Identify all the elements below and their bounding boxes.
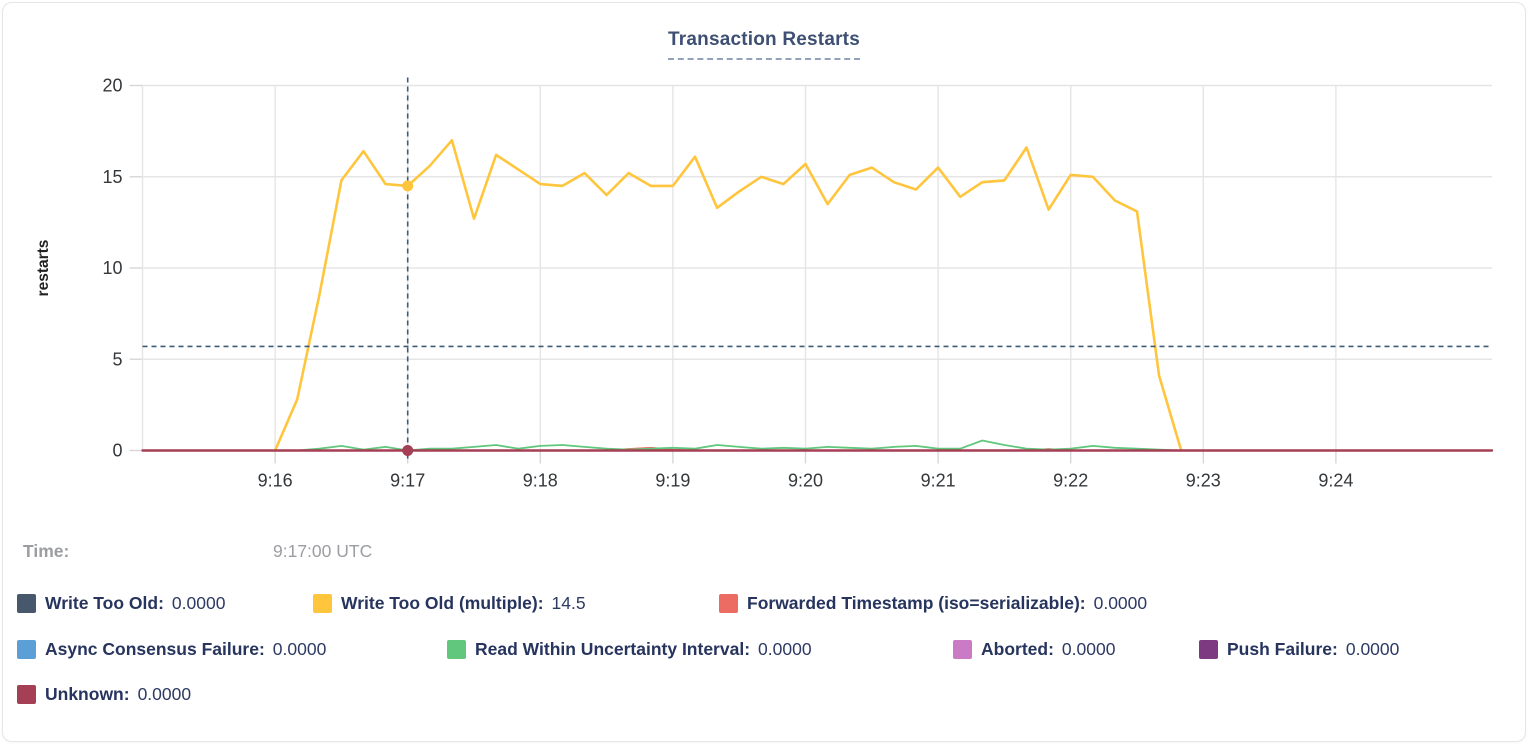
- legend-item-push-failure: Push Failure: 0.0000: [1199, 638, 1399, 660]
- x-tick-label: 9:16: [258, 471, 293, 491]
- x-tick-label: 9:24: [1318, 471, 1353, 491]
- legend-swatch-forwarded-timestamp-iso-serializable: [719, 593, 738, 613]
- x-tick-label: 9:18: [523, 471, 558, 491]
- legend-label: Async Consensus Failure:: [45, 638, 265, 659]
- transaction-restarts-chart[interactable]: 0 5 10 15 20 9:16 9:17 9:18 9:19 9:20 9:21 9:22 9:23…: [3, 3, 1528, 513]
- legend-value: 0.0000: [1061, 638, 1116, 659]
- legend-label: Read Within Uncertainty Interval:: [475, 638, 751, 659]
- y-tick-label: 15: [102, 167, 122, 187]
- legend-label: Unknown:: [45, 683, 130, 704]
- legend-item-async-consensus-failure: Async Consensus Failure: 0.0000: [17, 638, 326, 660]
- legend-label: Write Too Old (multiple):: [341, 592, 544, 613]
- x-tick-label: 9:20: [788, 471, 823, 491]
- x-tick-label: 9:21: [921, 471, 956, 491]
- chart-legend: Write Too Old: 0.0000 Write Too Old (multi…: [3, 3, 1525, 741]
- x-tick-label: 9:23: [1186, 471, 1221, 491]
- legend-value: 0.0000: [1093, 592, 1148, 613]
- series-line-read-within-uncertainty-interval: [274, 439, 1183, 452]
- y-axis-label: restarts: [35, 240, 52, 297]
- legend-label: Push Failure:: [1227, 638, 1338, 659]
- x-tick-label: 9:22: [1053, 471, 1088, 491]
- y-tick-label: 5: [112, 349, 122, 369]
- series-line-write-too-old-multiple: [273, 139, 1183, 452]
- legend-item-write-too-old: Write Too Old: 0.0000: [17, 592, 225, 614]
- legend-label: Write Too Old:: [45, 592, 164, 613]
- legend-swatch-unknown: [17, 684, 36, 704]
- chart-title-text[interactable]: Transaction Restarts: [668, 29, 860, 60]
- legend-swatch-push-failure: [1199, 639, 1218, 659]
- y-tick-label: 20: [102, 76, 122, 96]
- legend-item-write-too-old-multiple: Write Too Old (multiple): 14.5: [313, 592, 586, 614]
- x-tick-label: 9:19: [655, 471, 690, 491]
- legend-value: 0.0000: [758, 638, 812, 659]
- legend-swatch-async-consensus-failure: [17, 639, 36, 659]
- legend-item-forwarded-timestamp-iso-serializable: Forwarded Timestamp (iso=serializable): 0…: [719, 592, 1147, 614]
- time-value: 9:17:00 UTC: [273, 541, 373, 561]
- legend-swatch-write-too-old: [17, 593, 36, 613]
- time-label: Time:: [23, 541, 70, 561]
- legend-swatch-read-within-uncertainty-interval: [447, 639, 466, 659]
- legend-item-read-within-uncertainty-interval: Read Within Uncertainty Interval: 0.0000: [447, 638, 812, 660]
- chart-title: Transaction Restarts: [3, 29, 1525, 60]
- legend-value: 0.0000: [272, 638, 327, 659]
- legend-value: 0.0000: [1345, 638, 1400, 659]
- legend-item-aborted: Aborted: 0.0000: [953, 638, 1115, 660]
- legend-label: Forwarded Timestamp (iso=serializable):: [747, 592, 1086, 613]
- legend-item-unknown: Unknown: 0.0000: [17, 683, 191, 705]
- y-tick-label: 10: [102, 258, 122, 278]
- legend-value: 0.0000: [171, 592, 226, 613]
- legend-label: Aborted:: [981, 638, 1054, 659]
- y-tick-label: 0: [112, 441, 122, 461]
- hover-dot-write-too-old-multiple: [402, 180, 414, 192]
- hover-time-row: Time: 9:17:00 UTC: [3, 541, 1525, 565]
- legend-swatch-aborted: [953, 639, 972, 659]
- legend-swatch-write-too-old-multiple: [313, 593, 332, 613]
- x-tick-label: 9:17: [390, 471, 425, 491]
- hover-dot-unknown: [402, 445, 414, 456]
- legend-value: 14.5: [551, 592, 586, 613]
- legend-value: 0.0000: [137, 683, 192, 704]
